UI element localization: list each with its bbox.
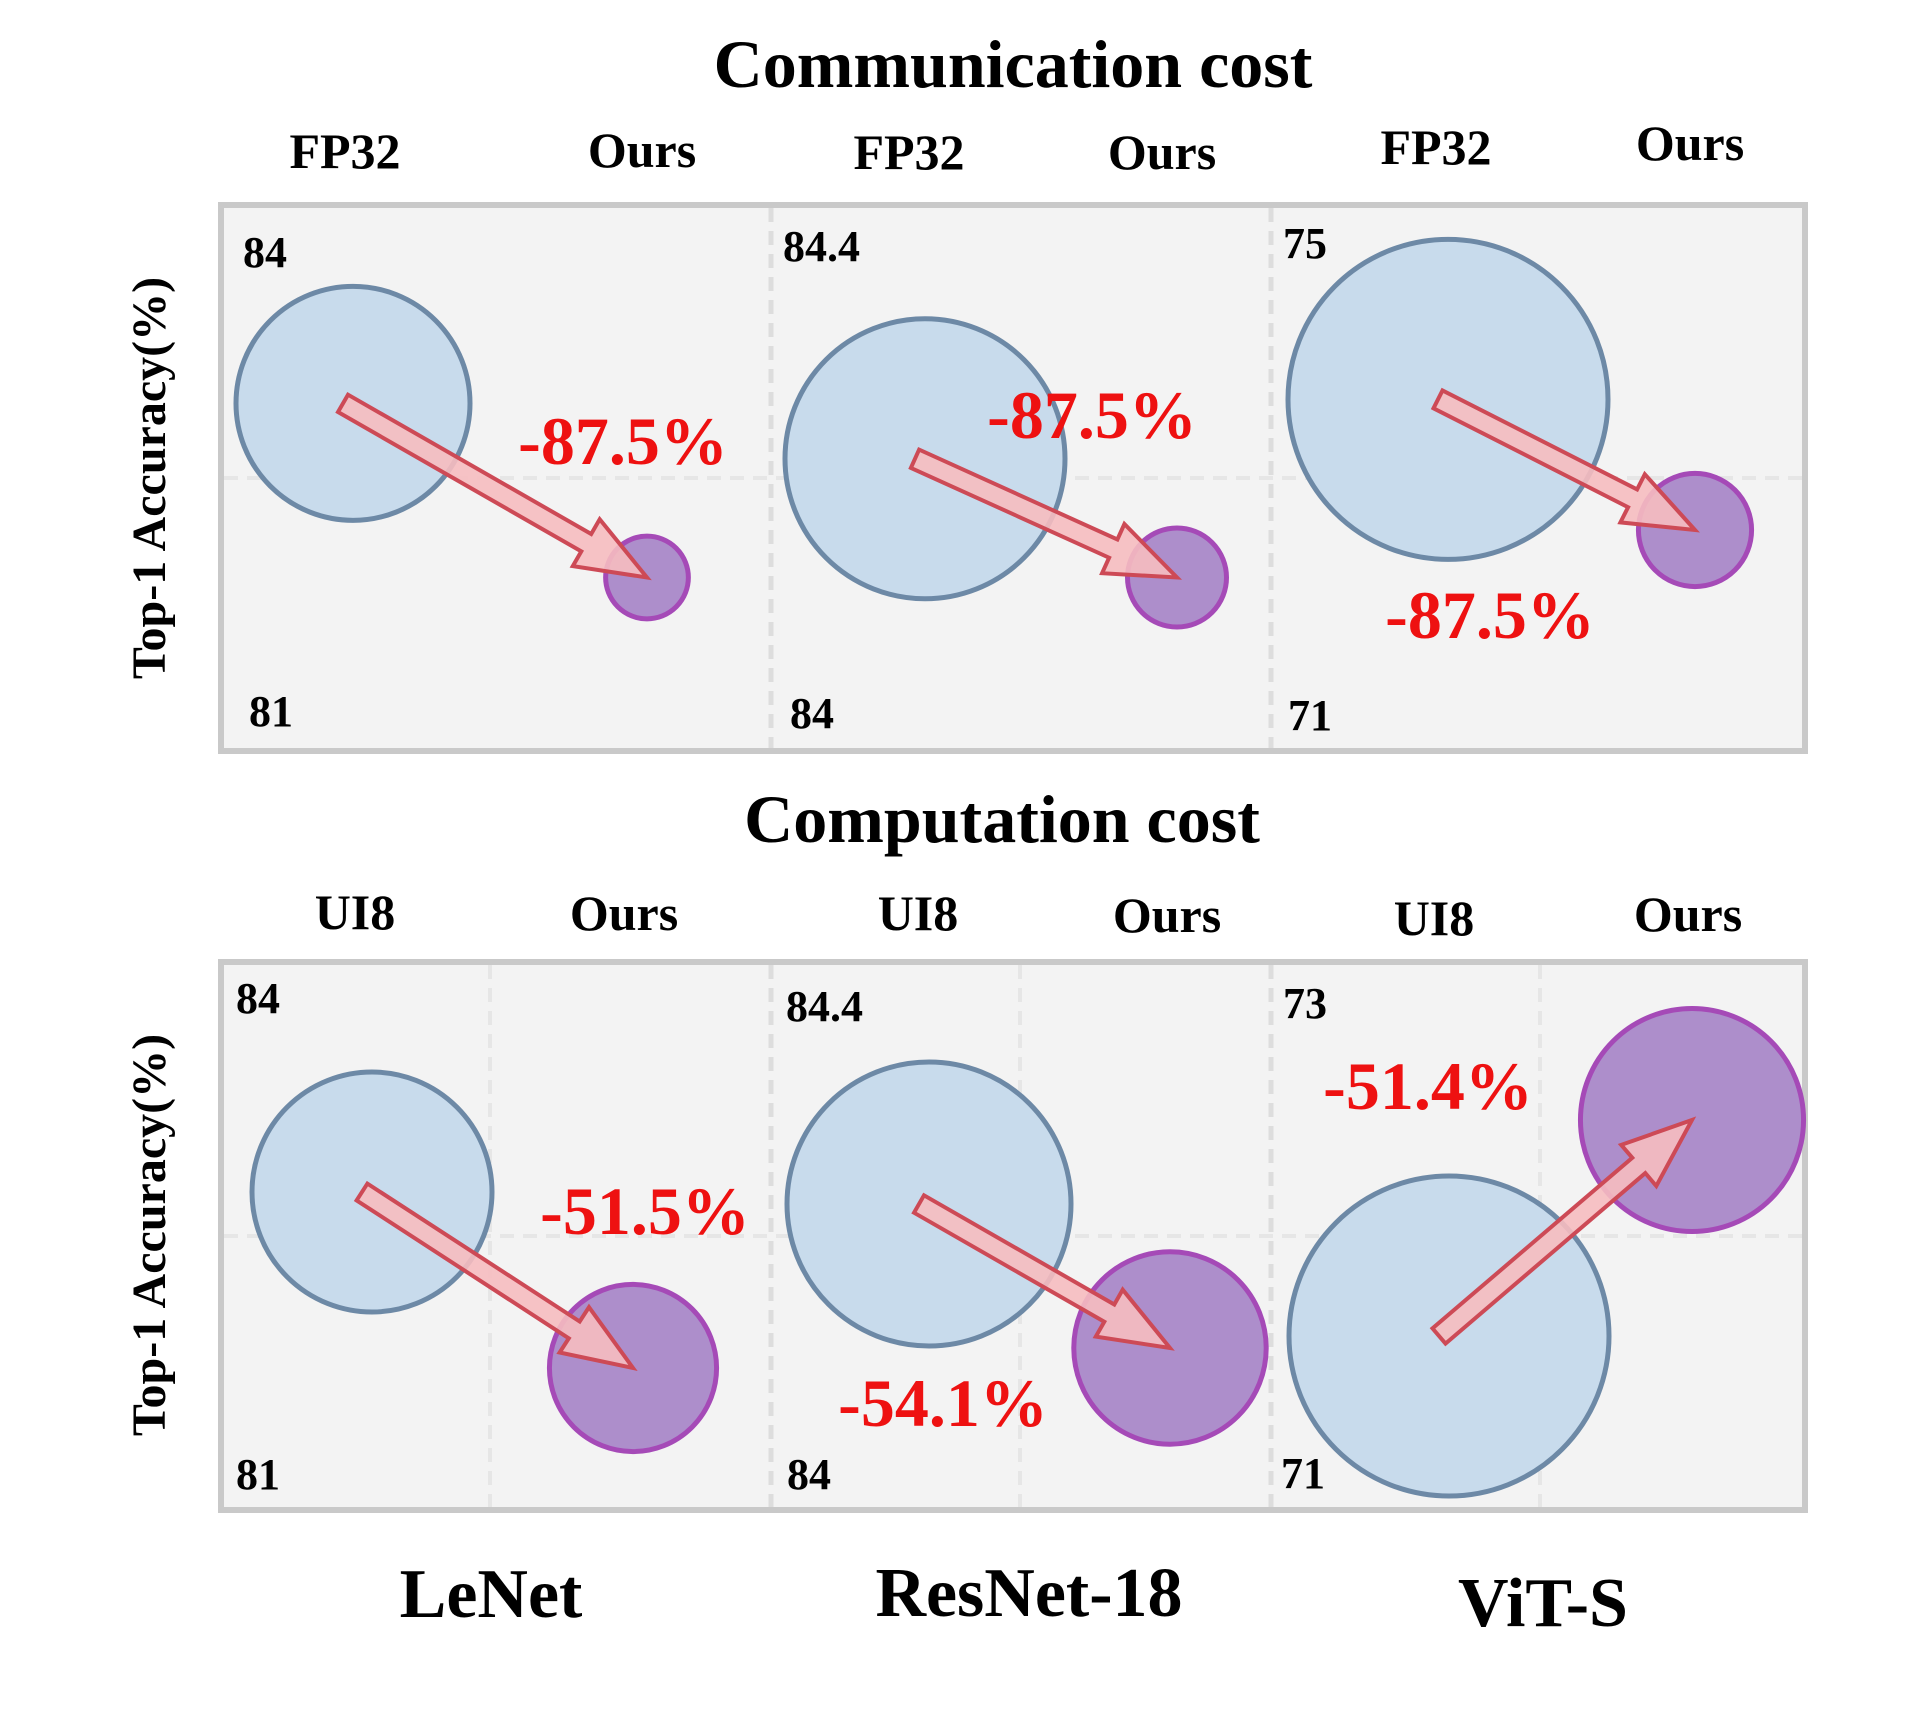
reduction-label: -87.5% [987, 377, 1197, 453]
reduction-arrow [335, 391, 652, 581]
y-tick-bottom: 81 [236, 1450, 280, 1499]
column-header-ours: Ours [570, 885, 678, 941]
y-tick-top: 73 [1283, 979, 1327, 1028]
column-header-baseline: FP32 [1380, 119, 1491, 175]
chart-marks [233, 236, 1807, 1499]
panel-title-communication: Communication cost [714, 26, 1313, 102]
column-header-baseline: UI8 [878, 885, 959, 941]
reduction-arrow [911, 1192, 1175, 1351]
y-tick-bottom: 84 [787, 1450, 831, 1499]
column-header-ours: Ours [1634, 886, 1742, 942]
panel-title-computation: Computation cost [744, 781, 1260, 857]
column-header-ours: Ours [1113, 887, 1221, 943]
y-tick-bottom: 84 [790, 689, 834, 738]
column-header-baseline: UI8 [1394, 890, 1475, 946]
reduction-label: -54.1% [838, 1365, 1048, 1441]
reduction-label: -87.5% [518, 403, 728, 479]
column-header-ours: Ours [1636, 115, 1744, 171]
column-header-baseline: UI8 [315, 884, 396, 940]
y-tick-top: 84 [243, 228, 287, 277]
reduction-arrow [1430, 387, 1700, 533]
y-tick-bottom: 71 [1281, 1449, 1325, 1498]
y-tick-top: 75 [1283, 219, 1327, 268]
y-tick-top: 84.4 [783, 222, 860, 271]
model-label: ResNet-18 [875, 1555, 1182, 1632]
model-label: ViT-S [1458, 1565, 1628, 1642]
reduction-arrow [908, 446, 1183, 580]
column-header-ours: Ours [1108, 124, 1216, 180]
reduction-label: -87.5% [1385, 577, 1595, 653]
y-tick-bottom: 81 [249, 687, 293, 736]
y-tick-top: 84.4 [786, 982, 863, 1031]
column-header-ours: Ours [588, 122, 696, 178]
y-axis-label: Top-1 Accuracy(%) [123, 1034, 176, 1436]
reduction-label: -51.5% [540, 1173, 750, 1249]
reduction-arrow [353, 1180, 638, 1372]
y-tick-top: 84 [236, 974, 280, 1023]
y-tick-bottom: 71 [1288, 691, 1332, 740]
model-label: LeNet [400, 1556, 583, 1633]
reduction-arrow [1429, 1116, 1697, 1347]
reduction-label: -51.4% [1323, 1048, 1533, 1124]
column-header-baseline: FP32 [853, 124, 964, 180]
y-axis-label: Top-1 Accuracy(%) [123, 277, 176, 679]
column-header-baseline: FP32 [289, 123, 400, 179]
